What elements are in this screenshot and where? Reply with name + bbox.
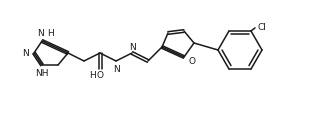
Text: N: N [37, 28, 43, 37]
Text: H: H [88, 71, 95, 80]
Text: N: N [129, 42, 135, 51]
Text: H: H [47, 28, 53, 37]
Text: N: N [22, 49, 29, 58]
Text: O: O [96, 71, 104, 80]
Text: N: N [112, 64, 119, 73]
Text: O: O [188, 57, 195, 66]
Text: NH: NH [35, 69, 49, 78]
Text: Cl: Cl [257, 23, 266, 32]
